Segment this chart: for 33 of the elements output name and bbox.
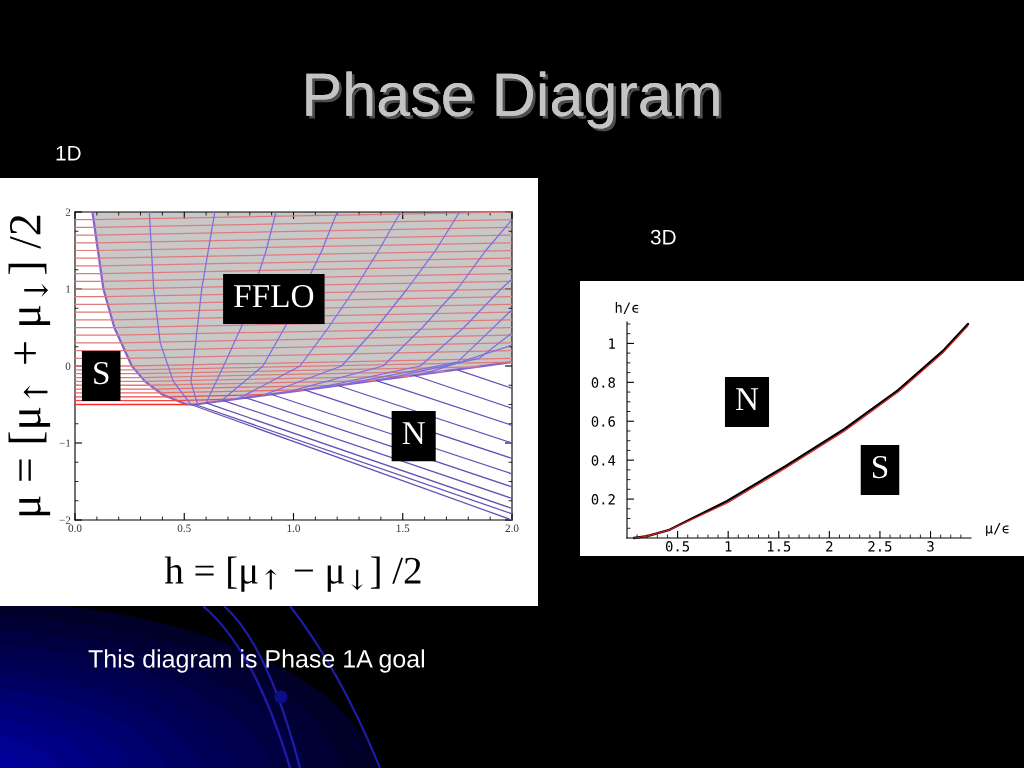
chart-title: 1D xyxy=(56,146,81,161)
text: Phase Diagram xyxy=(306,71,722,132)
annotation: N xyxy=(402,422,425,445)
y-axis-title: μ = [μ$_{↑}$ + μ$_{↓}$] /2 xyxy=(8,215,51,516)
x-tick-label: 2 xyxy=(826,541,833,552)
x-tick-label: 0.5 xyxy=(665,541,690,552)
y-tick-label: 0.2 xyxy=(591,494,615,505)
y-tick-label: 0.8 xyxy=(591,377,615,388)
x-axis-title: μ/ϵ xyxy=(986,523,1009,537)
chart-title: 3D xyxy=(650,229,676,245)
x-axis-title: h = [μ$_{↑}$ − μ$_{↓}$] /2 xyxy=(164,556,421,592)
x-tick-label: 1.0 xyxy=(287,524,301,533)
x-tick-label: 2.5 xyxy=(868,541,892,552)
x-tick-label: 2.0 xyxy=(505,524,519,533)
y-tick-label: −1 xyxy=(59,439,71,447)
annotation: S xyxy=(872,455,888,479)
annotation: FFLO xyxy=(234,284,314,308)
x-tick-label: 1.5 xyxy=(396,524,410,533)
y-tick-label: 1 xyxy=(609,338,615,349)
x-tick-label: 0.5 xyxy=(177,524,191,533)
y-tick-label: 0.6 xyxy=(591,416,615,427)
x-tick-label: 1 xyxy=(725,541,732,552)
y-tick-label: 0.4 xyxy=(591,455,616,466)
x-tick-label: 3 xyxy=(927,541,934,552)
y-axis-title: h/ϵ xyxy=(615,302,639,314)
annotation: S xyxy=(94,361,109,385)
y-tick-label: 2 xyxy=(65,208,71,216)
x-tick-label: 0.0 xyxy=(68,524,82,533)
annotation: N xyxy=(735,388,759,411)
y-tick-label: −2 xyxy=(59,516,71,524)
y-tick-label: 0 xyxy=(65,362,71,370)
x-tick-label: 1.5 xyxy=(767,541,791,552)
y-tick-label: 1 xyxy=(66,285,71,293)
